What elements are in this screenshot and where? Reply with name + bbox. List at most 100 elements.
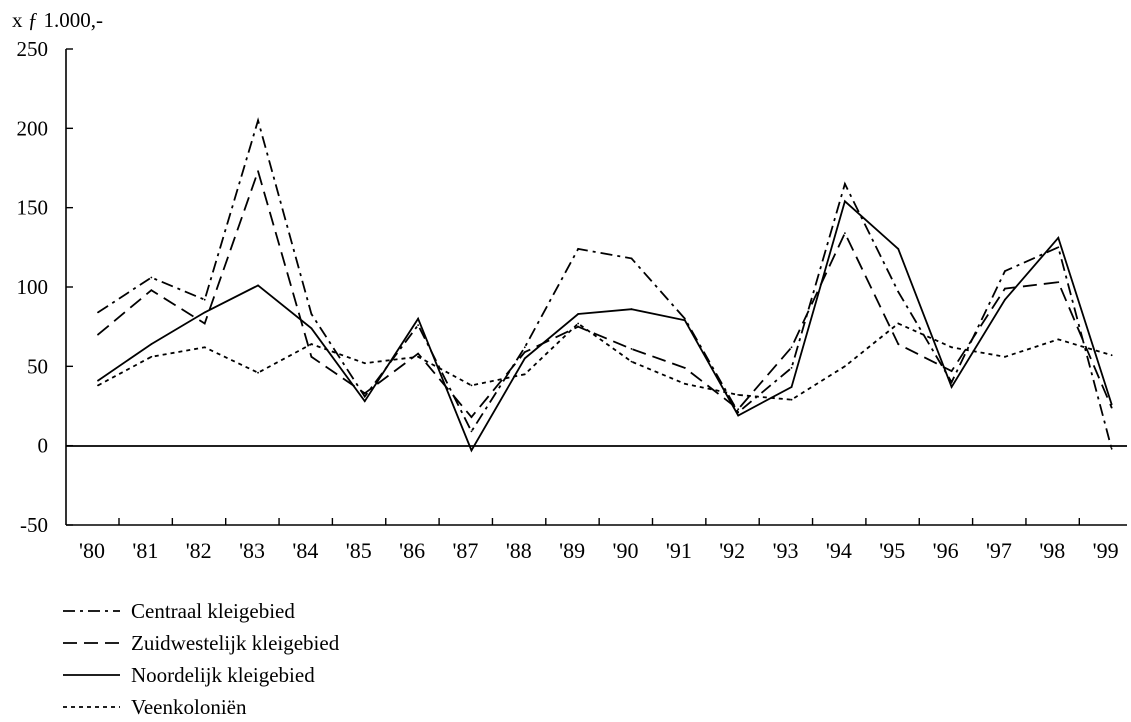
x-tick-label: '97 <box>986 538 1012 563</box>
data-point <box>1110 406 1113 409</box>
data-point <box>310 343 313 345</box>
data-point <box>523 357 526 360</box>
data-point <box>310 313 313 315</box>
data-point <box>790 398 793 401</box>
legend-item: Zuidwestelijk kleigebied <box>63 631 340 655</box>
data-point <box>363 392 366 395</box>
data-point <box>1110 403 1113 406</box>
x-tick-label: '94 <box>826 538 852 563</box>
data-point <box>470 416 473 418</box>
data-point <box>417 355 419 358</box>
data-point <box>257 371 259 374</box>
x-tick-label: '96 <box>933 538 959 563</box>
data-point <box>310 327 313 330</box>
data-point <box>897 290 900 293</box>
y-tick-label: 200 <box>17 116 49 140</box>
data-point <box>577 325 580 328</box>
x-tick-label: '91 <box>666 538 692 563</box>
legend-item: Centraal kleigebied <box>63 599 295 623</box>
y-tick-label: -50 <box>20 513 48 537</box>
data-point <box>257 284 259 287</box>
data-point <box>97 384 99 387</box>
data-point <box>150 276 153 279</box>
data-point <box>203 346 206 349</box>
legend-label: Noordelijk kleigebied <box>131 663 315 687</box>
x-tick-label: '80 <box>79 538 105 563</box>
data-point <box>203 322 206 325</box>
data-point <box>470 430 473 433</box>
data-point <box>363 395 366 398</box>
legend: Centraal kleigebied Zuidwestelijk kleigeb… <box>63 599 340 719</box>
data-point <box>417 324 419 326</box>
series-zuidwestelijk-kleigebied <box>97 168 1113 419</box>
x-tick-label: '99 <box>1093 538 1119 563</box>
series-line <box>97 199 1113 453</box>
x-tick-label: '85 <box>346 538 372 563</box>
data-point <box>1057 246 1060 249</box>
x-ticks: '80 '81 '82 '83 '84 '85 '86 '87 '88 '89 '90 '91 '92 '… <box>79 518 1119 563</box>
series-line <box>97 168 1113 419</box>
data-point <box>150 289 153 292</box>
data-point <box>577 322 580 325</box>
data-point <box>417 352 419 355</box>
y-tick-label: 0 <box>38 434 49 458</box>
data-point <box>790 367 793 369</box>
data-point <box>257 170 259 173</box>
x-tick-label: '98 <box>1039 538 1065 563</box>
data-point <box>470 449 473 452</box>
legend-label: Zuidwestelijk kleigebied <box>131 631 340 655</box>
series-group <box>97 117 1113 453</box>
data-point <box>737 414 740 417</box>
data-point <box>897 343 900 345</box>
data-point <box>950 346 953 349</box>
data-point <box>630 257 633 260</box>
data-point <box>950 381 953 384</box>
series-line <box>97 117 1113 450</box>
data-point <box>844 232 846 235</box>
data-point <box>257 119 259 122</box>
data-point <box>97 311 99 314</box>
data-point <box>203 311 206 314</box>
data-point <box>630 308 633 311</box>
data-point <box>523 351 526 353</box>
data-point <box>1004 287 1006 290</box>
data-point <box>1110 447 1113 450</box>
data-point <box>630 348 633 350</box>
data-point <box>523 373 526 376</box>
data-point <box>683 317 686 320</box>
series-veenkoloni-n <box>97 322 1113 401</box>
x-tick-label: '82 <box>186 538 212 563</box>
data-point <box>790 386 793 388</box>
series-line <box>97 322 1112 401</box>
data-point <box>577 248 580 250</box>
legend-label: Centraal kleigebied <box>131 599 295 623</box>
series-centraal-kleigebied <box>97 117 1113 450</box>
x-tick-label: '89 <box>559 538 585 563</box>
y-tick-label: 150 <box>17 196 49 220</box>
x-tick-label: '81 <box>132 538 158 563</box>
data-point <box>844 200 846 203</box>
data-point <box>1057 281 1060 284</box>
legend-item: Veenkoloniën <box>63 695 247 719</box>
data-point <box>150 355 153 358</box>
x-tick-label: '83 <box>239 538 265 563</box>
x-tick-label: '86 <box>399 538 425 563</box>
y-tick-label: 100 <box>17 275 49 299</box>
data-point <box>844 183 846 185</box>
data-point <box>950 370 953 372</box>
y-tick-label: 250 <box>17 37 49 61</box>
x-tick-label: '93 <box>773 538 799 563</box>
data-point <box>150 343 153 345</box>
data-point <box>897 248 900 250</box>
x-tick-label: '84 <box>292 538 318 563</box>
y-unit-label: x ƒ 1.000,- <box>12 8 103 32</box>
data-point <box>683 367 686 369</box>
data-point <box>790 346 793 349</box>
data-point <box>1004 355 1006 358</box>
data-point <box>683 319 686 322</box>
y-ticks: 250 200 150 100 50 0 -50 <box>17 37 73 537</box>
legend-item: Noordelijk kleigebied <box>63 663 315 687</box>
data-point <box>844 365 846 368</box>
data-point <box>523 346 526 349</box>
x-tick-label: '87 <box>452 538 478 563</box>
